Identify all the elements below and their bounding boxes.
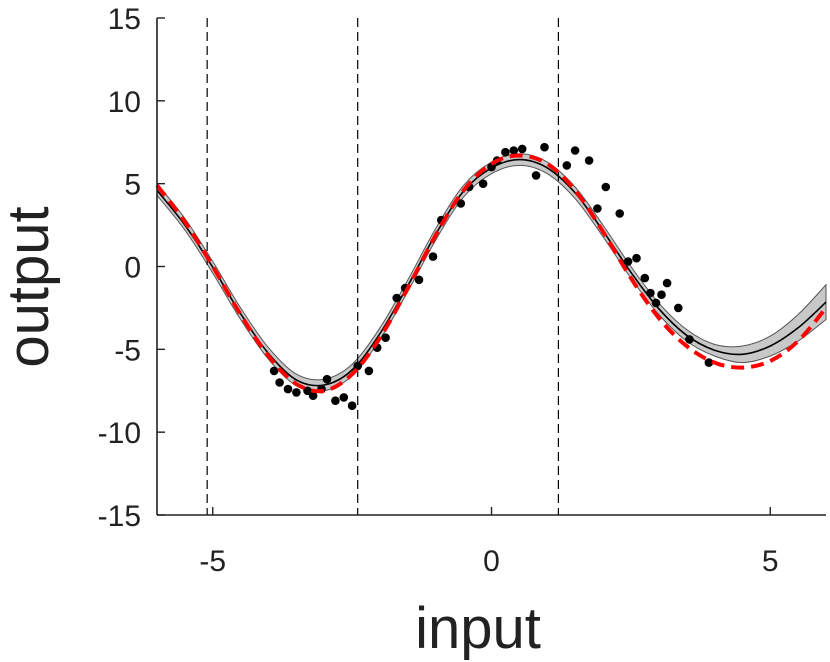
data-point-24 bbox=[487, 162, 496, 172]
data-point-1 bbox=[269, 366, 279, 376]
data-point-38 bbox=[632, 253, 641, 263]
x-axis-label: input bbox=[415, 596, 541, 661]
data-point-44 bbox=[674, 303, 683, 313]
data-point-2 bbox=[275, 378, 284, 387]
y-tick-label-4: 0 bbox=[124, 252, 141, 285]
y-tick-label-6: -10 bbox=[98, 417, 141, 450]
data-point-45 bbox=[685, 335, 694, 344]
data-point-37 bbox=[623, 257, 633, 266]
y-tick-label-7: -15 bbox=[98, 500, 141, 533]
x-tick-label-1: -5 bbox=[199, 545, 226, 578]
data-point-27 bbox=[509, 146, 519, 155]
true-function-line bbox=[155, 153, 828, 394]
data-point-9 bbox=[331, 396, 340, 406]
data-point-10 bbox=[339, 393, 349, 402]
data-point-33 bbox=[584, 156, 594, 165]
data-point-39 bbox=[640, 273, 650, 283]
data-point-35 bbox=[601, 182, 611, 192]
data-point-26 bbox=[501, 147, 510, 157]
data-point-8 bbox=[322, 374, 332, 384]
data-point-29 bbox=[531, 171, 541, 180]
x-tick-label-3: 5 bbox=[762, 545, 779, 578]
data-point-21 bbox=[456, 199, 466, 208]
y-axis-label: output bbox=[0, 206, 61, 367]
ticks: 15 10 5 0 -5 -10 -15 -5 0 5 bbox=[98, 3, 779, 578]
data-point-12 bbox=[353, 361, 363, 371]
y-tick-label-5: -5 bbox=[114, 334, 141, 367]
data-point-41 bbox=[651, 298, 661, 308]
data-point-3 bbox=[283, 384, 293, 394]
data-point-40 bbox=[646, 288, 655, 298]
y-tick-label-3: 5 bbox=[124, 169, 141, 202]
data-point-4 bbox=[292, 388, 301, 397]
vertical-dashed-lines bbox=[206, 18, 560, 515]
data-point-19 bbox=[428, 252, 438, 261]
true-function-layer bbox=[155, 153, 828, 394]
data-point-13 bbox=[364, 366, 374, 376]
data-point-43 bbox=[662, 278, 672, 288]
data-point-16 bbox=[392, 293, 402, 303]
data-point-5 bbox=[303, 386, 312, 396]
data-point-28 bbox=[517, 144, 527, 154]
y-tick-label-2: 10 bbox=[108, 86, 141, 119]
data-point-6 bbox=[308, 391, 318, 401]
data-point-23 bbox=[478, 179, 488, 188]
x-tick-label-2: 0 bbox=[483, 545, 500, 578]
data-point-11 bbox=[347, 401, 357, 411]
data-point-15 bbox=[381, 333, 390, 343]
data-point-31 bbox=[562, 161, 572, 170]
data-point-30 bbox=[540, 142, 549, 152]
data-point-46 bbox=[704, 358, 714, 367]
data-point-34 bbox=[593, 204, 602, 213]
data-point-32 bbox=[570, 146, 580, 155]
data-point-42 bbox=[657, 290, 666, 300]
y-tick-label-1: 15 bbox=[108, 3, 141, 36]
data-point-18 bbox=[414, 275, 424, 285]
data-point-36 bbox=[615, 209, 624, 218]
